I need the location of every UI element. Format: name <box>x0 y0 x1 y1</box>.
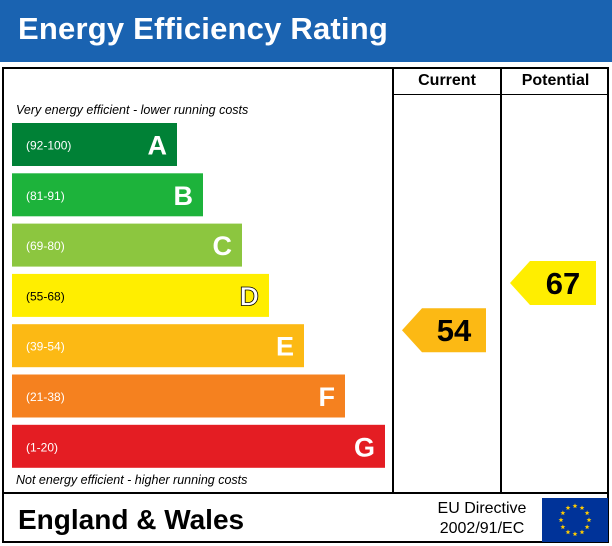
eu-flag-star <box>565 505 571 510</box>
band-letter-a: A <box>148 131 168 161</box>
column-header-divider <box>392 94 609 95</box>
band-range-c: (69-80) <box>26 239 65 253</box>
eu-flag-icon <box>542 498 608 542</box>
eu-flag-star <box>558 517 564 523</box>
eu-flag-star <box>560 524 566 530</box>
header-banner: Energy Efficiency Rating <box>0 0 612 62</box>
note-inefficient: Not energy efficient - higher running co… <box>16 473 248 487</box>
band-letter-b: B <box>174 181 194 211</box>
band-letter-g: G <box>354 432 375 462</box>
band-range-a: (92-100) <box>26 139 71 153</box>
current-rating-value: 54 <box>437 313 472 348</box>
column-header-potential: Potential <box>521 72 590 89</box>
region-label: England & Wales <box>18 504 245 535</box>
eu-flag-star <box>560 510 566 516</box>
note-efficient: Very energy efficient - lower running co… <box>16 103 249 117</box>
eu-directive-label: EU Directive <box>437 500 527 517</box>
eu-flag-star <box>572 503 578 509</box>
potential-rating-arrow <box>510 260 596 305</box>
eu-flag-star <box>584 510 590 516</box>
band-range-e: (39-54) <box>26 340 65 354</box>
band-range-b: (81-91) <box>26 189 65 203</box>
band-letter-f: F <box>319 382 336 412</box>
band-range-d: (55-68) <box>26 289 65 303</box>
footer-divider <box>2 492 609 494</box>
eu-flag-star <box>579 529 585 535</box>
rating-frame <box>2 67 609 543</box>
band-bar-d <box>12 273 269 317</box>
band-letter-e: E <box>276 332 294 362</box>
band-bar-e <box>12 324 304 368</box>
band-range-g: (1-20) <box>26 440 58 454</box>
column-divider-potential <box>500 67 502 494</box>
eu-flag-star <box>572 531 578 537</box>
current-rating-arrow <box>402 308 486 353</box>
band-bar-a <box>12 123 177 166</box>
band-bar-c <box>12 223 242 267</box>
band-range-f: (21-38) <box>26 390 65 404</box>
eu-flag-star <box>579 505 585 510</box>
band-bar-f <box>12 374 345 418</box>
eu-flag-star <box>565 529 571 535</box>
band-letter-d: D <box>240 281 260 311</box>
eu-flag-star <box>586 517 592 523</box>
band-letter-c: C <box>213 231 233 261</box>
eu-flag-star <box>584 524 590 530</box>
column-header-current: Current <box>418 72 476 89</box>
column-divider-current <box>392 67 394 494</box>
potential-rating-value: 67 <box>546 266 580 301</box>
band-bar-b <box>12 173 203 217</box>
eu-directive-number: 2002/91/EC <box>439 520 525 537</box>
page-title: Energy Efficiency Rating <box>18 11 389 46</box>
band-bar-g <box>12 424 385 468</box>
